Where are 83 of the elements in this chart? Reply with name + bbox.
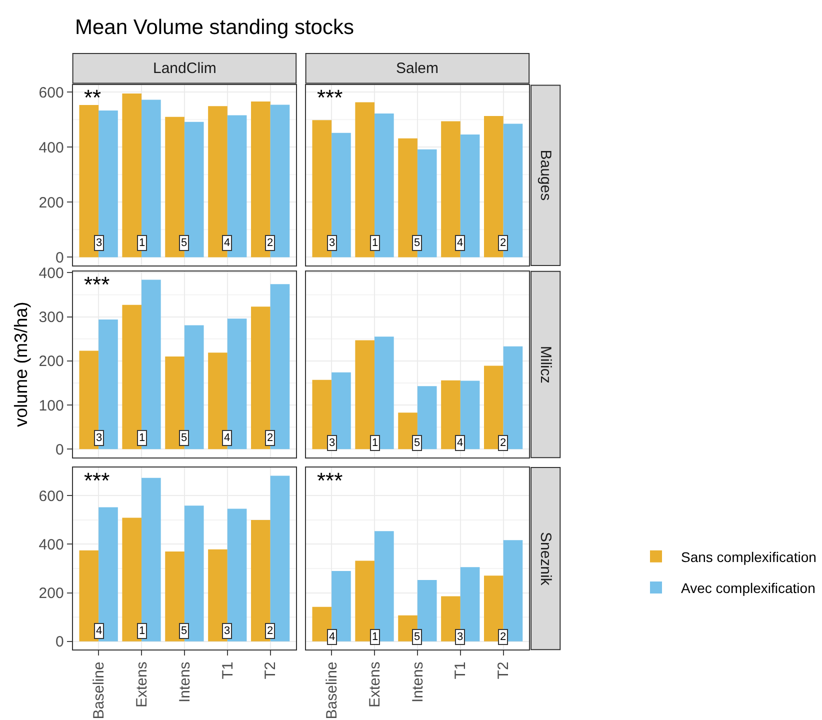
- bar: [374, 531, 394, 642]
- y-tick-label: 100: [38, 397, 64, 414]
- annotation: 1: [139, 432, 146, 444]
- y2-axis-title: Sneznik: [537, 532, 554, 586]
- annotation: 3: [224, 625, 230, 637]
- annotation: 3: [96, 432, 102, 444]
- x-tick-label: T2: [262, 662, 280, 680]
- annotation: 2: [267, 432, 274, 444]
- x-tick-label: Intens: [409, 662, 426, 703]
- y-tick-label: 300: [38, 309, 64, 326]
- bar: [142, 100, 161, 258]
- legend-label: Sans complexification: [681, 548, 816, 565]
- x-tick-label: Baseline: [323, 662, 340, 720]
- annotation: 3: [457, 631, 464, 643]
- annotation: 5: [414, 631, 420, 643]
- x-tick-label: T1: [219, 662, 236, 680]
- annotation: 2: [500, 631, 506, 643]
- annotation: 4: [224, 237, 230, 249]
- bar: [98, 110, 118, 258]
- y-tick-label: 0: [55, 441, 64, 458]
- bar: [374, 336, 394, 450]
- annotation: 5: [181, 237, 188, 249]
- x-tick-label: Extens: [366, 662, 384, 708]
- y-tick-label: 0: [55, 634, 64, 651]
- annotation: 1: [372, 631, 378, 643]
- chart-title: Mean Volume standing stocks: [75, 16, 354, 39]
- bar: [332, 132, 351, 258]
- bar: [142, 280, 161, 450]
- x-tick-label: T2: [495, 662, 512, 680]
- annotation: **: [84, 85, 102, 110]
- bar: [98, 319, 118, 450]
- bar: [484, 576, 504, 642]
- annotation: 4: [457, 237, 464, 249]
- bar: [484, 116, 504, 258]
- annotation: 5: [181, 625, 188, 637]
- annotation: 1: [139, 625, 146, 637]
- annotation: ***: [84, 468, 110, 493]
- y-tick-label: 0: [55, 249, 64, 266]
- annotation: 1: [139, 237, 146, 249]
- annotation: 3: [329, 437, 336, 449]
- y-tick-label: 600: [38, 84, 64, 102]
- y-axis-title: volume (m3/ha): [10, 302, 31, 427]
- annotation: 1: [372, 237, 378, 249]
- annotation: 5: [414, 237, 420, 249]
- chart-subtitle: Salem: [396, 60, 439, 77]
- y-tick-label: 200: [38, 194, 64, 212]
- annotation: 3: [329, 237, 336, 249]
- annotation: 5: [414, 437, 420, 449]
- y2-axis-title: Milicz: [537, 346, 554, 384]
- annotation: 2: [267, 237, 274, 249]
- bar: [251, 101, 270, 258]
- y-tick-label: 400: [38, 264, 64, 282]
- annotation: ***: [317, 85, 344, 110]
- chart-subtitle: LandClim: [153, 60, 216, 77]
- annotation: 4: [96, 625, 102, 637]
- y-tick-label: 400: [38, 139, 64, 156]
- annotation: 2: [500, 237, 506, 249]
- bar: [374, 114, 394, 258]
- bar: [251, 520, 270, 642]
- bar: [251, 306, 270, 450]
- bar: [484, 366, 504, 450]
- x-tick-label: Extens: [133, 662, 150, 708]
- y-tick-label: 200: [38, 353, 64, 370]
- annotation: 2: [267, 625, 274, 637]
- annotation: ***: [84, 272, 110, 297]
- annotation: 2: [500, 437, 506, 449]
- y-tick-label: 400: [38, 536, 64, 554]
- bar: [332, 372, 351, 450]
- x-tick-label: T1: [452, 662, 470, 680]
- annotation: 4: [457, 437, 464, 449]
- y-tick-label: 200: [38, 585, 64, 602]
- bar: [142, 478, 161, 642]
- y-tick-label: 600: [38, 488, 64, 505]
- y2-axis-title: Bauges: [536, 150, 554, 201]
- annotation: 4: [329, 631, 336, 643]
- annotation: ***: [317, 468, 344, 493]
- x-tick-label: Baseline: [90, 662, 108, 720]
- x-tick-label: Intens: [176, 662, 194, 703]
- legend-label: Avec complexification: [681, 580, 816, 596]
- annotation: 5: [181, 432, 188, 444]
- annotation: 3: [96, 237, 102, 249]
- annotation: 1: [372, 437, 378, 449]
- annotation: 4: [224, 432, 230, 444]
